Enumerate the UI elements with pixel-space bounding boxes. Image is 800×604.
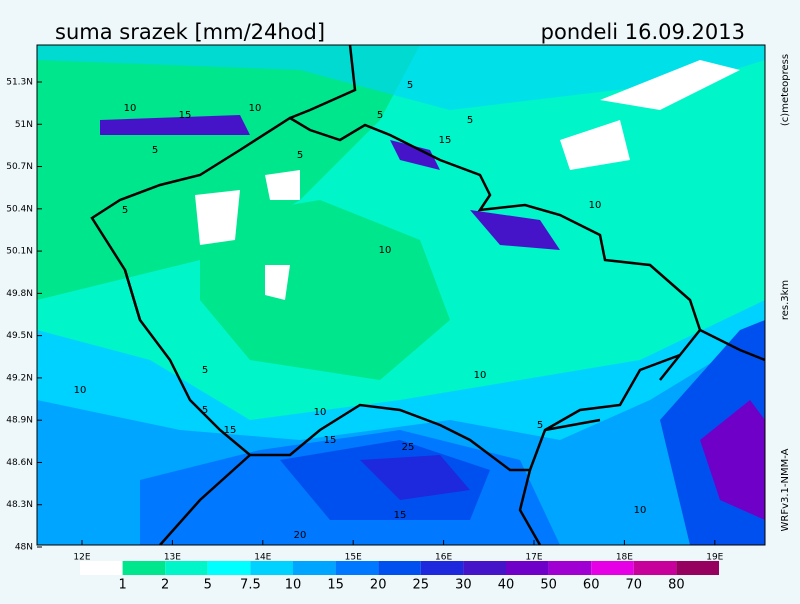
colorbar-box (122, 561, 166, 575)
contour-label: 5 (202, 365, 208, 376)
contour-label: 10 (314, 407, 327, 418)
colorbar-box (506, 561, 549, 575)
contour-label: 5 (152, 145, 158, 156)
colorbar-box (165, 561, 208, 575)
colorbar-label: 40 (498, 578, 515, 593)
contour-label: 5 (297, 150, 303, 161)
colorbar-label: 20 (370, 578, 387, 593)
contour-label: 5 (407, 80, 413, 91)
colorbar-box (207, 561, 251, 575)
dry-area (265, 170, 300, 200)
lat-label: 49.8N (6, 289, 33, 299)
precip-area (390, 140, 440, 170)
precip-area (700, 400, 765, 520)
colorbar-label: 70 (626, 578, 643, 593)
colorbar-box (80, 561, 123, 575)
lon-label: 12E (73, 553, 90, 563)
precip-area (37, 45, 420, 300)
lon-label: 13E (164, 553, 181, 563)
contour-label: 5 (202, 405, 208, 416)
title: suma srazek [mm/24hod] (55, 20, 325, 44)
colorbar-label: 1 (118, 578, 126, 593)
colorbar-box (676, 561, 719, 575)
colorbar-box (378, 561, 421, 575)
colorbar-label: 60 (583, 578, 600, 593)
colorbar-box (548, 561, 592, 575)
colorbar-label: 7.5 (240, 578, 261, 593)
colorbar-label: 25 (413, 578, 430, 593)
colorbar-box (250, 561, 293, 575)
resolution: res.3km (780, 280, 791, 320)
lat-label: 51N (15, 120, 33, 130)
lat-label: 48N (15, 543, 33, 553)
lon-label: 18E (616, 553, 633, 563)
map-frame (36, 44, 766, 546)
contour-label: 25 (402, 442, 415, 453)
lat-label: 48.3N (6, 500, 33, 510)
contour-label: 5 (377, 110, 383, 121)
precip-area (100, 115, 250, 135)
precip-area (470, 210, 560, 250)
colorbar-label: 15 (327, 578, 344, 593)
lon-label: 16E (435, 553, 452, 563)
contour-label: 10 (589, 200, 602, 211)
contour-label: 10 (124, 103, 137, 114)
dry-area (195, 190, 240, 245)
colorbar-label: 30 (455, 578, 472, 593)
precip-area (360, 455, 470, 500)
model: WRFv3.1-NMM-A (780, 448, 791, 531)
colorbar-box (463, 561, 506, 575)
date: pondeli 16.09.2013 (541, 20, 745, 44)
dry-area (265, 265, 290, 300)
contour-label: 10 (634, 505, 647, 516)
lat-label: 49.2N (6, 373, 33, 383)
contour-label: 15 (394, 510, 407, 521)
colorbar-label: 80 (668, 578, 685, 593)
colorbar-box (633, 561, 677, 575)
colorbar-label: 5 (204, 578, 212, 593)
lon-label: 14E (254, 553, 271, 563)
credit: (c)meteopress (780, 54, 791, 126)
lon-label: 17E (525, 553, 542, 563)
lat-label: 49.5N (6, 331, 33, 341)
country-border (123, 45, 765, 545)
lat-label: 50.4N (6, 204, 33, 214)
lat-label: 51.3N (6, 78, 33, 88)
map (36, 44, 766, 546)
colorbar-label: 50 (540, 578, 557, 593)
lon-label: 15E (345, 553, 362, 563)
colorbar-box (591, 561, 634, 575)
lon-label: 19E (706, 553, 723, 563)
dry-area (600, 60, 740, 110)
contour-label: 5 (122, 205, 128, 216)
colorbar-label: 10 (285, 578, 302, 593)
lat-label: 48.9N (6, 416, 33, 426)
dry-area (560, 120, 630, 170)
lat-label: 50.1N (6, 247, 33, 257)
colorbar-box (420, 561, 464, 575)
colorbar-label: 2 (161, 578, 169, 593)
contour-label: 10 (249, 103, 262, 114)
contour-label: 15 (179, 110, 192, 121)
lat-label: 48.6N (6, 458, 33, 468)
colorbar-box (335, 561, 379, 575)
contour-label: 5 (537, 420, 543, 431)
colorbar-box (293, 561, 336, 575)
lat-label: 50.7N (6, 162, 33, 172)
contour-label: 10 (74, 385, 87, 396)
contour-label: 20 (294, 530, 307, 541)
contour-label: 10 (379, 245, 392, 256)
contour-label: 5 (467, 115, 473, 126)
precip-area (200, 200, 450, 380)
contour-label: 15 (224, 425, 237, 436)
precip-area (37, 45, 765, 110)
contour-label: 15 (324, 435, 337, 446)
contour-label: 15 (439, 135, 452, 146)
contour-label: 10 (474, 370, 487, 381)
